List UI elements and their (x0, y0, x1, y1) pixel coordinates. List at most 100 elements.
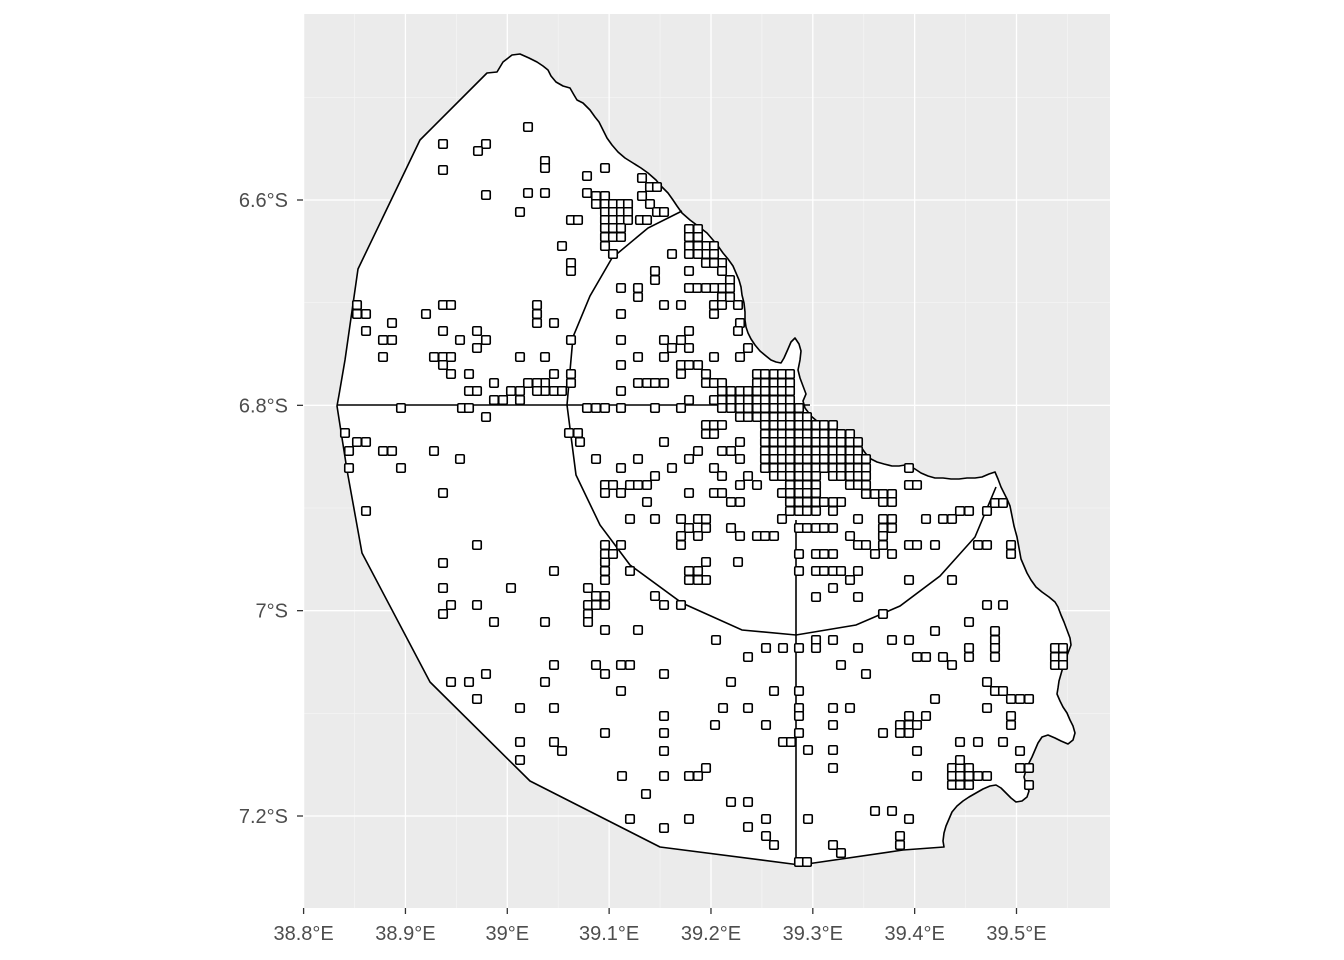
grid-cell (1023, 693, 1035, 705)
grid-cell (480, 411, 492, 423)
grid-cell (615, 231, 627, 243)
grid-cell (581, 402, 593, 414)
grid-cell (860, 453, 872, 465)
grid-cell (590, 599, 602, 611)
grid-cell (531, 308, 543, 320)
grid-cell (683, 248, 695, 260)
grid-cell (724, 291, 736, 303)
grid-cell (716, 470, 728, 482)
grid-cell (607, 248, 619, 260)
grid-cell (1014, 762, 1026, 774)
grid-cell (877, 496, 889, 508)
grid-cell (700, 368, 712, 380)
x-tick-label: 39.3°E (783, 923, 843, 945)
grid-cell (437, 359, 449, 371)
grid-cell (997, 497, 1009, 509)
grid-cell (428, 351, 440, 363)
grid-cell (565, 265, 577, 277)
grid-cell (649, 590, 661, 602)
grid-cell (768, 839, 780, 851)
grid-cell (903, 462, 915, 474)
grid-cell (658, 710, 670, 722)
grid-cell (488, 377, 500, 389)
grid-cell (742, 411, 754, 423)
grid-cell (1005, 710, 1017, 722)
grid-cell (981, 505, 993, 517)
grid-cell (1057, 642, 1069, 654)
grid-cell (683, 282, 695, 294)
grid-cell (548, 659, 560, 671)
grid-cell (725, 522, 737, 534)
grid-cell (784, 385, 796, 397)
grid-cell (920, 513, 932, 525)
grid-cell (784, 453, 796, 465)
grid-cell (784, 402, 796, 414)
grid-cell (658, 351, 670, 363)
grid-cell (742, 342, 754, 354)
grid-cell (683, 359, 695, 371)
grid-cell (709, 719, 721, 731)
grid-cell (683, 574, 695, 586)
grid-cell (514, 206, 526, 218)
grid-cell (734, 436, 746, 448)
grid-cell (827, 548, 839, 560)
grid-cell (636, 190, 648, 202)
grid-cell (760, 813, 772, 825)
grid-cell (683, 265, 695, 277)
grid-cell (683, 487, 695, 499)
grid-cell (666, 342, 678, 354)
grid-cell (539, 616, 551, 628)
grid-cell (632, 351, 644, 363)
grid-cell (574, 436, 586, 448)
grid-cell (911, 651, 923, 663)
grid-cell (835, 565, 847, 577)
grid-cell (981, 676, 993, 688)
grid-cell (505, 582, 517, 594)
grid-cell (565, 334, 577, 346)
grid-cell (793, 685, 805, 697)
grid-cell (700, 556, 712, 568)
grid-cell (599, 727, 611, 739)
grid-cell (732, 556, 744, 568)
grid-cell (339, 427, 351, 439)
grid-cell (692, 574, 704, 586)
grid-cell (624, 565, 636, 577)
grid-cell (531, 385, 543, 397)
x-tick-label: 38.8°E (273, 923, 333, 945)
grid-cell (649, 513, 661, 525)
grid-cell (632, 453, 644, 465)
grid-cell (658, 377, 670, 389)
y-tick-label: 6.6°S (239, 190, 288, 212)
grid-cell (480, 189, 492, 201)
grid-cell (835, 453, 847, 465)
grid-cell (463, 402, 475, 414)
y-tick-label: 7°S (256, 601, 288, 623)
grid-cell (632, 291, 644, 303)
grid-cell (716, 402, 728, 414)
grid-cell (877, 539, 889, 551)
grid-cell (641, 214, 653, 226)
grid-cell (480, 334, 492, 346)
grid-cell (615, 487, 627, 499)
grid-cell (734, 351, 746, 363)
grid-cell (886, 496, 898, 508)
grid-cell (963, 770, 975, 782)
grid-cell (734, 453, 746, 465)
grid-cell (615, 222, 627, 234)
grid-cell (793, 548, 805, 560)
grid-cell (599, 574, 611, 586)
grid-cell (742, 821, 754, 833)
grid-cell (445, 599, 457, 611)
grid-cell (793, 710, 805, 722)
grid-cell (827, 839, 839, 851)
grid-cell (675, 530, 687, 542)
x-tick-label: 39.5°E (986, 923, 1046, 945)
grid-cell (981, 770, 993, 782)
grid-cell (801, 505, 813, 517)
grid-cell (860, 479, 872, 491)
grid-cell (844, 574, 856, 586)
grid-cell (759, 402, 771, 414)
grid-cell (599, 162, 611, 174)
grid-cell (954, 779, 966, 791)
grid-cell (903, 634, 915, 646)
